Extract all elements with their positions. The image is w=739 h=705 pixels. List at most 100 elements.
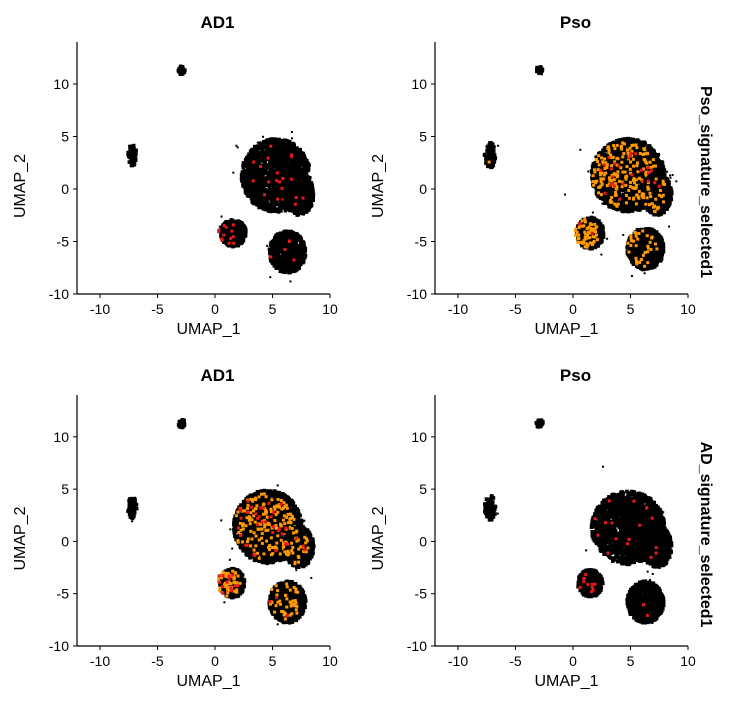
cell-point: [264, 189, 269, 194]
cell-point: [293, 174, 298, 179]
cell-point: [264, 203, 267, 206]
cell-point: [274, 191, 279, 196]
cell-point: [265, 205, 270, 209]
cell-point: [290, 190, 295, 194]
expr-point-high: [292, 258, 296, 262]
cell-point: [246, 162, 250, 167]
cell-point: [279, 209, 283, 213]
cell-point: [299, 261, 302, 264]
cell-point: [261, 141, 266, 145]
cell-point: [280, 160, 284, 165]
cell-point: [132, 151, 135, 154]
cell-point: [243, 174, 247, 179]
cell-point: [305, 167, 310, 172]
cell-point: [278, 242, 282, 246]
cell-point: [270, 166, 275, 171]
cell-point: [237, 226, 241, 230]
cell-point: [268, 248, 273, 253]
cell-point: [275, 138, 280, 143]
cell-point: [306, 208, 311, 212]
cell-point: [251, 197, 255, 202]
cell-point: [294, 232, 299, 237]
cell-point: [270, 194, 274, 199]
cell-point: [238, 221, 241, 224]
cell-point: [296, 201, 301, 206]
cell-point: [296, 207, 300, 212]
cell-point: [261, 168, 264, 171]
cell-point: [276, 202, 280, 207]
cell-point: [230, 219, 235, 224]
panel-title: Pso: [560, 13, 591, 32]
cell-point: [288, 203, 293, 207]
cell-point: [275, 180, 280, 185]
cell-point: [286, 235, 291, 240]
cell-point: [280, 253, 285, 257]
expr-point-high: [217, 228, 221, 232]
cell-point: [272, 258, 277, 263]
cell-point: [298, 192, 302, 197]
cell-point: [272, 241, 277, 246]
cell-point: [268, 153, 273, 158]
cell-point: [304, 171, 307, 174]
x-tick-label: 5: [269, 301, 277, 317]
cell-point: [308, 201, 312, 205]
cell-point: [275, 160, 279, 165]
cell-point: [280, 154, 284, 159]
cell-point: [287, 248, 291, 253]
cell-point: [289, 192, 294, 197]
cell-point: [299, 246, 302, 249]
cell-point: [277, 259, 282, 264]
cell-point: [261, 181, 266, 185]
cell-point: [271, 147, 275, 152]
cell-point: [285, 202, 289, 207]
cell-point: [276, 174, 281, 179]
cell-point: [290, 137, 293, 140]
point-cloud: [126, 64, 316, 283]
cell-point: [286, 266, 290, 271]
cell-point: [281, 179, 284, 182]
expr-point-high: [294, 195, 298, 199]
cell-point: [281, 247, 284, 250]
expr-point-high: [301, 196, 305, 200]
cell-point: [292, 152, 296, 157]
cell-point: [301, 175, 304, 178]
cell-point: [255, 157, 258, 160]
cell-point: [252, 201, 256, 206]
cell-point: [270, 158, 273, 161]
cell-point: [307, 192, 312, 197]
expr-point-high: [266, 156, 270, 160]
cell-point: [233, 220, 237, 224]
cell-point: [280, 139, 285, 144]
cell-point: [287, 150, 291, 154]
cell-point: [272, 164, 277, 168]
cell-point: [304, 181, 309, 186]
cell-point: [253, 175, 258, 179]
cell-point: [253, 155, 256, 158]
panel-title: AD1: [200, 13, 234, 32]
cell-point: [250, 158, 255, 162]
cell-point: [231, 244, 235, 249]
cell-point: [259, 203, 264, 208]
cell-point: [234, 225, 239, 229]
cell-point: [305, 195, 310, 200]
cell-point: [283, 261, 287, 266]
cell-point: [288, 246, 291, 249]
cell-point: [284, 172, 289, 177]
cell-point: [237, 240, 242, 244]
cell-point: [249, 188, 253, 193]
cell-point: [306, 188, 311, 192]
cell-point: [275, 146, 280, 150]
cell-point: [233, 239, 238, 243]
cell-point: [303, 157, 307, 162]
expr-point-high: [267, 180, 271, 184]
cell-point: [282, 141, 287, 145]
cell-point: [275, 150, 279, 154]
cell-point: [288, 208, 292, 213]
cell-point: [238, 225, 241, 228]
cell-point: [268, 183, 273, 187]
cell-point: [309, 196, 312, 199]
cell-point: [311, 192, 316, 197]
cell-point: [273, 237, 277, 242]
cell-point: [227, 232, 232, 236]
